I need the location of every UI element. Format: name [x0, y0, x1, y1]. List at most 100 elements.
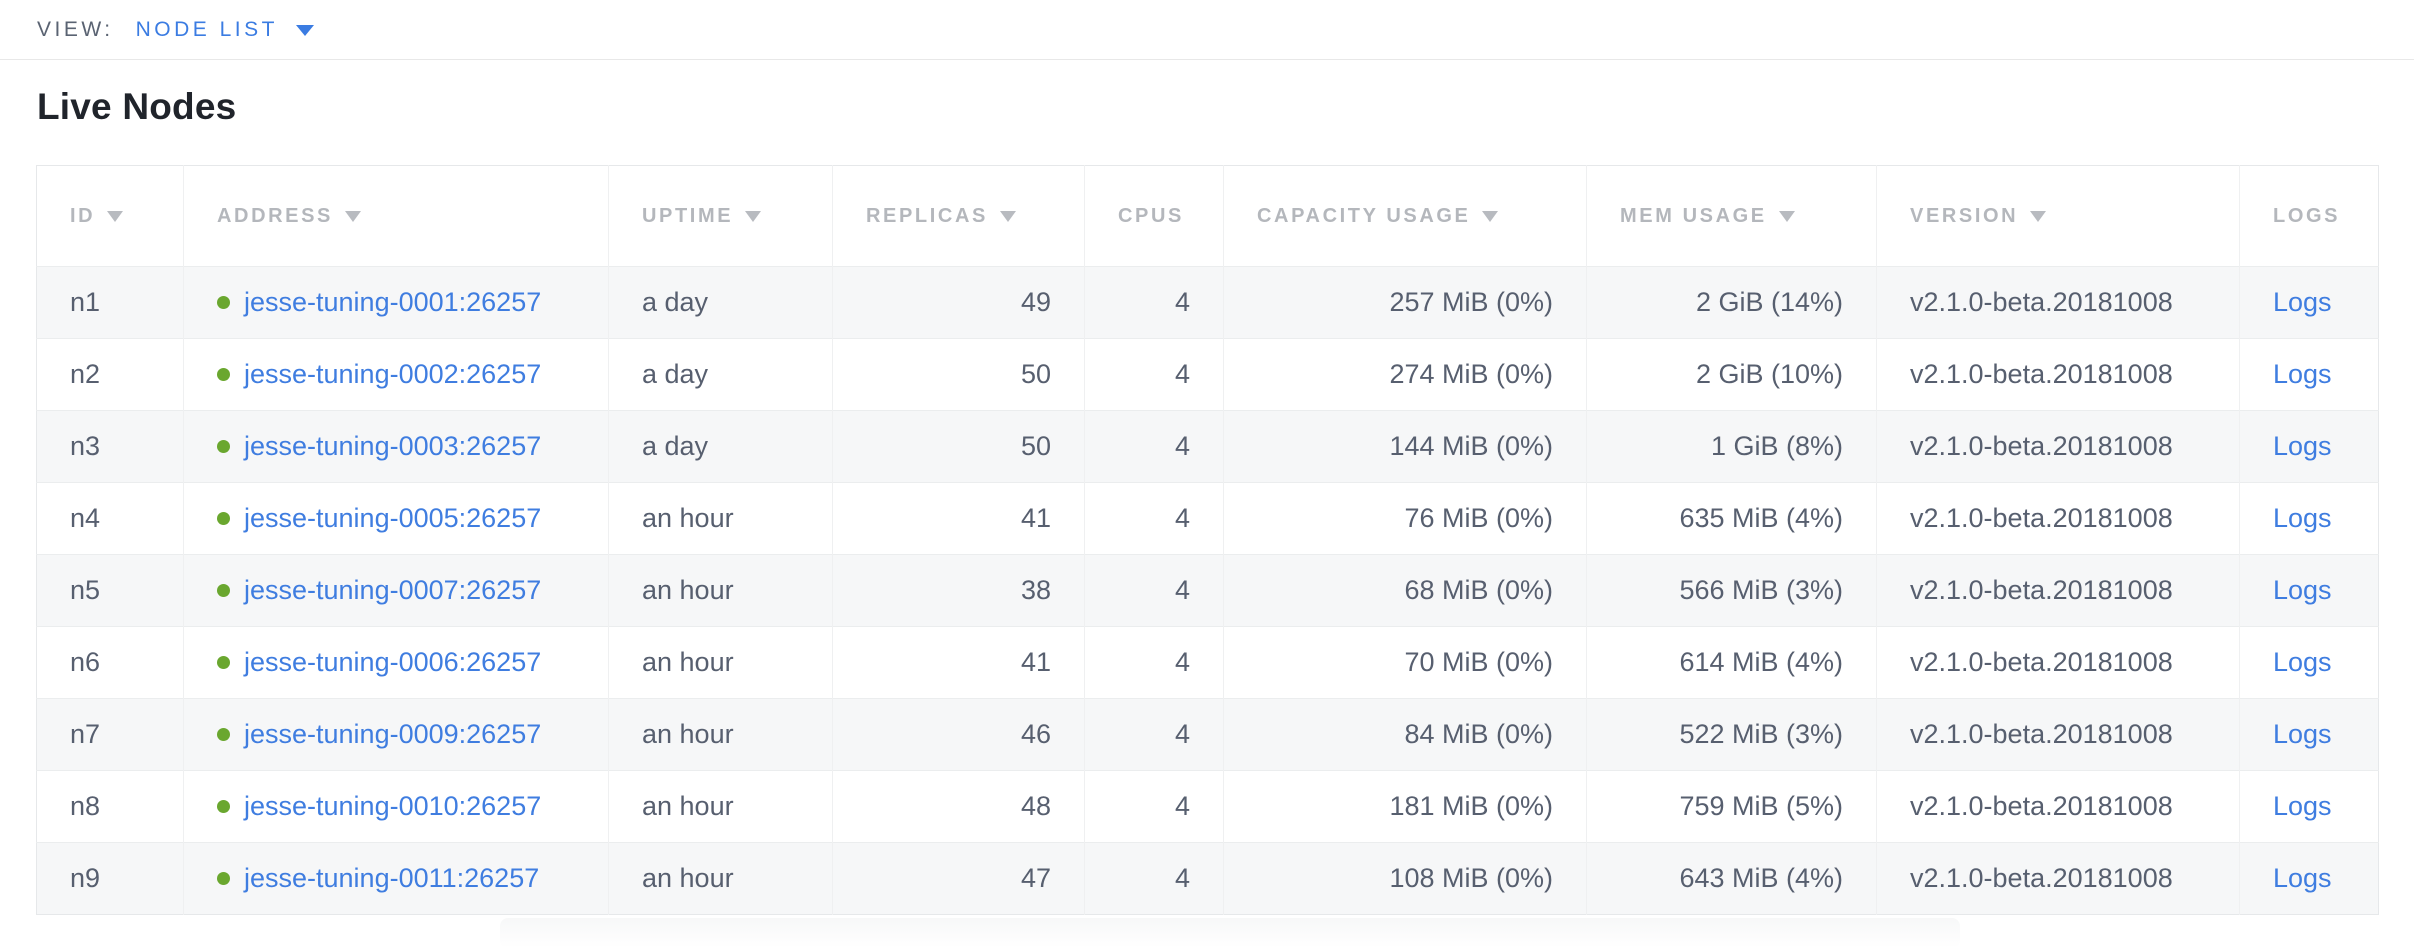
node-live-status-icon — [217, 872, 230, 885]
node-logs-cell: Logs — [2239, 410, 2379, 483]
cell-text: 4 — [1174, 359, 1190, 389]
chevron-down-icon — [295, 25, 314, 36]
cell-text: 46 — [1020, 719, 1051, 749]
cell-text: 4 — [1174, 647, 1190, 677]
node-address-link[interactable]: jesse-tuning-0011:26257 — [244, 863, 540, 893]
node-address-link[interactable]: jesse-tuning-0007:26257 — [244, 575, 542, 605]
sort-desc-icon — [1482, 210, 1499, 222]
logs-link[interactable]: Logs — [2273, 791, 2332, 821]
node-cpus-cell: 4 — [1084, 266, 1224, 339]
node-address-cell: jesse-tuning-0011:26257 — [183, 842, 609, 915]
node-uptime-cell: a day — [608, 338, 833, 411]
table-row: n6 jesse-tuning-0006:26257 an hour 41 4 70 Mi… — [36, 626, 2379, 699]
column-header-address[interactable]: ADDRESS — [183, 165, 609, 267]
logs-link[interactable]: Logs — [2273, 647, 2332, 677]
node-address-link[interactable]: jesse-tuning-0003:26257 — [244, 431, 542, 461]
table-row: n9 jesse-tuning-0011:26257 an hour 47 4 108 M… — [36, 842, 2379, 915]
node-address-link[interactable]: jesse-tuning-0001:26257 — [244, 287, 542, 317]
view-bar: VIEW: NODE LIST — [0, 0, 2414, 60]
logs-link[interactable]: Logs — [2273, 359, 2332, 389]
node-address-cell: jesse-tuning-0006:26257 — [183, 626, 609, 699]
node-capacity-cell: 84 MiB (0%) — [1223, 698, 1587, 771]
table-row: n5 jesse-tuning-0007:26257 an hour 38 4 68 Mi… — [36, 554, 2379, 627]
cell-text: v2.1.0-beta.20181008 — [1910, 863, 2173, 893]
cell-text: 274 MiB (0%) — [1389, 359, 1553, 389]
node-live-status-icon — [217, 512, 230, 525]
logs-link[interactable]: Logs — [2273, 431, 2332, 461]
cell-text: n6 — [70, 647, 101, 677]
cell-text: 47 — [1020, 863, 1051, 893]
cell-text: n7 — [70, 719, 101, 749]
column-header-replicas[interactable]: REPLICAS — [832, 165, 1085, 267]
logs-link[interactable]: Logs — [2273, 503, 2332, 533]
node-version-cell: v2.1.0-beta.20181008 — [1876, 770, 2240, 843]
cell-text: 759 MiB (5%) — [1679, 791, 1843, 821]
cell-text: 108 MiB (0%) — [1389, 863, 1553, 893]
column-header-label: ID — [70, 204, 96, 227]
column-header-uptime[interactable]: UPTIME — [608, 165, 833, 267]
cell-text: 4 — [1174, 791, 1190, 821]
node-id-cell: n3 — [36, 410, 184, 483]
column-header-id[interactable]: ID — [37, 166, 184, 267]
node-version-cell: v2.1.0-beta.20181008 — [1876, 266, 2240, 339]
cell-text: 70 MiB (0%) — [1404, 647, 1553, 677]
cell-text: 2 GiB (10%) — [1695, 359, 1843, 389]
node-address-link[interactable]: jesse-tuning-0002:26257 — [244, 359, 542, 389]
sort-desc-icon — [107, 210, 124, 222]
logs-link[interactable]: Logs — [2273, 575, 2332, 605]
sort-desc-icon — [1778, 210, 1795, 222]
cell-text: 4 — [1174, 503, 1190, 533]
column-header-mem[interactable]: MEM USAGE — [1586, 165, 1877, 267]
sort-desc-icon — [745, 210, 762, 222]
node-uptime-cell: a day — [608, 266, 833, 339]
cell-text: 68 MiB (0%) — [1404, 575, 1553, 605]
table-row: n4 jesse-tuning-0005:26257 an hour 41 4 76 Mi… — [36, 482, 2379, 555]
column-header-label: LOGS — [2273, 204, 2341, 227]
node-logs-cell: Logs — [2239, 266, 2379, 339]
table-row: n7 jesse-tuning-0009:26257 an hour 46 4 84 Mi… — [36, 698, 2379, 771]
node-version-cell: v2.1.0-beta.20181008 — [1876, 482, 2240, 555]
cell-text: n5 — [70, 575, 101, 605]
node-address-cell: jesse-tuning-0007:26257 — [183, 554, 609, 627]
node-capacity-cell: 108 MiB (0%) — [1223, 842, 1587, 915]
cell-text: 643 MiB (4%) — [1679, 863, 1843, 893]
node-logs-cell: Logs — [2239, 338, 2379, 411]
logs-link[interactable]: Logs — [2273, 863, 2332, 893]
node-address-link[interactable]: jesse-tuning-0005:26257 — [244, 503, 542, 533]
cell-text: n3 — [70, 431, 101, 461]
node-mem-cell: 635 MiB (4%) — [1586, 482, 1877, 555]
cell-text: 48 — [1020, 791, 1051, 821]
node-address-cell: jesse-tuning-0001:26257 — [183, 266, 609, 339]
node-live-status-icon — [217, 368, 230, 381]
logs-link[interactable]: Logs — [2273, 719, 2332, 749]
cell-text: n8 — [70, 791, 101, 821]
node-id-cell: n2 — [36, 338, 184, 411]
cell-text: 181 MiB (0%) — [1389, 791, 1553, 821]
node-id-cell: n8 — [36, 770, 184, 843]
cell-text: 50 — [1020, 359, 1051, 389]
node-id-cell: n7 — [36, 698, 184, 771]
cell-text: v2.1.0-beta.20181008 — [1910, 287, 2173, 317]
view-selected-value: NODE LIST — [135, 17, 278, 41]
column-header-capacity[interactable]: CAPACITY USAGE — [1223, 165, 1587, 267]
cell-text: v2.1.0-beta.20181008 — [1910, 503, 2173, 533]
column-header-version[interactable]: VERSION — [1876, 165, 2240, 267]
cell-text: an hour — [642, 791, 734, 821]
cell-text: n9 — [70, 863, 101, 893]
cell-text: v2.1.0-beta.20181008 — [1910, 359, 2173, 389]
logs-link[interactable]: Logs — [2273, 287, 2332, 317]
view-selector-dropdown[interactable]: NODE LIST — [136, 18, 314, 42]
cell-text: 566 MiB (3%) — [1679, 575, 1843, 605]
node-replicas-cell: 41 — [832, 626, 1085, 699]
node-uptime-cell: an hour — [608, 770, 833, 843]
node-version-cell: v2.1.0-beta.20181008 — [1876, 338, 2240, 411]
sort-desc-icon — [999, 210, 1016, 222]
cell-text: an hour — [642, 647, 734, 677]
column-header-label: VERSION — [1910, 204, 2019, 227]
node-live-status-icon — [217, 656, 230, 669]
node-address-link[interactable]: jesse-tuning-0006:26257 — [244, 647, 542, 677]
node-address-link[interactable]: jesse-tuning-0009:26257 — [244, 719, 542, 749]
node-address-link[interactable]: jesse-tuning-0010:26257 — [244, 791, 542, 821]
page-title: Live Nodes — [37, 86, 237, 127]
cell-text: n2 — [70, 359, 101, 389]
